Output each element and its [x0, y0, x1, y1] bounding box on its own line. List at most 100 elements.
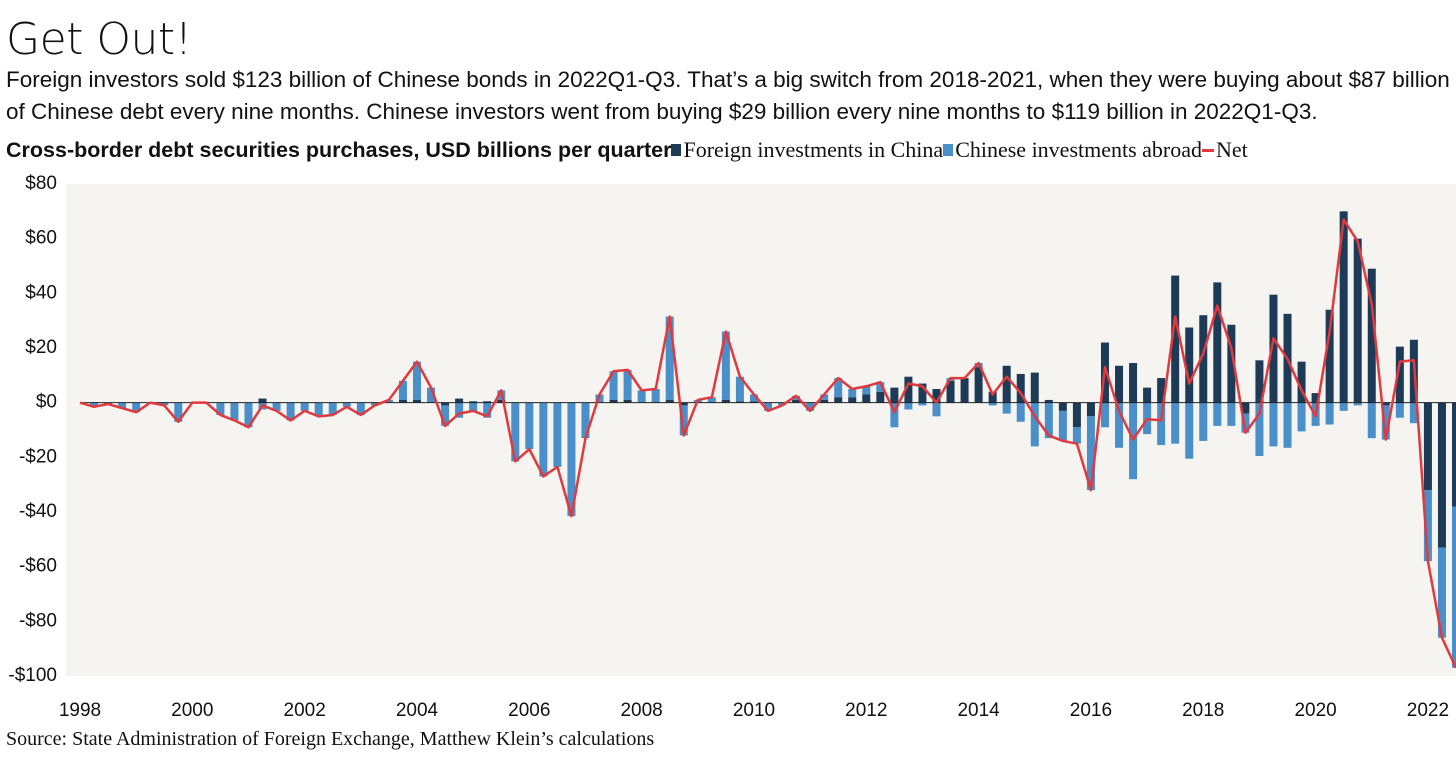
bar: [904, 402, 913, 410]
bar: [721, 331, 730, 400]
bar: [932, 389, 941, 403]
bar: [946, 380, 955, 403]
x-tick-label: 2012: [845, 700, 887, 721]
bar: [1353, 402, 1362, 406]
bar: [314, 402, 323, 417]
bar: [1171, 402, 1180, 444]
bar: [412, 361, 421, 400]
bar: [216, 402, 225, 415]
plot-background: [66, 184, 1456, 676]
bar: [398, 380, 407, 400]
bar: [820, 399, 829, 403]
bar: [455, 398, 464, 403]
bar: [1157, 402, 1166, 446]
bar: [595, 394, 604, 403]
bar: [665, 399, 674, 403]
bar: [1016, 402, 1025, 422]
bar: [707, 397, 716, 403]
y-tick-label: -$100: [8, 665, 57, 686]
bar: [806, 402, 815, 411]
bar: [1437, 402, 1446, 548]
bar: [1058, 410, 1067, 441]
bar: [1269, 402, 1278, 447]
bar: [384, 399, 393, 403]
x-tick-label: 2022: [1407, 700, 1449, 721]
bar: [1058, 402, 1067, 411]
x-tick-label: 1998: [59, 700, 101, 721]
bar: [1171, 275, 1180, 403]
bar: [721, 399, 730, 403]
bar: [679, 405, 688, 436]
bar: [244, 402, 253, 428]
bar: [1213, 402, 1222, 426]
chart-title: Get Out!: [6, 14, 192, 65]
bar: [764, 402, 772, 411]
bar: [483, 401, 492, 403]
bar: [1115, 402, 1124, 448]
bar: [848, 389, 857, 398]
bar: [932, 402, 941, 417]
bar: [553, 402, 562, 467]
bar: [820, 394, 829, 400]
bar: [370, 402, 379, 406]
y-tick-label: $80: [25, 173, 57, 194]
bar: [412, 399, 421, 403]
x-tick-label: 2020: [1294, 700, 1336, 721]
legend-label: Foreign investments in China: [683, 137, 944, 162]
bar: [230, 402, 239, 421]
x-tick-label: 2002: [284, 700, 326, 721]
legend-label: Chinese investments abroad: [955, 137, 1203, 162]
bar: [441, 402, 450, 406]
bar: [1199, 315, 1208, 403]
bar: [623, 399, 632, 403]
description: Foreign investors sold $123 billion of C…: [6, 67, 1450, 124]
bar: [539, 402, 548, 477]
bar: [160, 402, 169, 406]
bar: [792, 395, 801, 400]
bar: [90, 402, 99, 407]
bar: [1129, 402, 1138, 480]
bar: [1452, 402, 1456, 507]
x-tick-label: 2014: [957, 700, 1000, 721]
bar: [174, 402, 183, 422]
x-tick-label: 2006: [508, 700, 550, 721]
bar: [258, 398, 267, 403]
bar: [497, 399, 506, 403]
bar: [974, 367, 983, 403]
bar: [834, 378, 843, 398]
bar: [1325, 402, 1334, 425]
y-tick-label: -$60: [19, 556, 57, 577]
bar: [1227, 402, 1236, 426]
bar: [988, 402, 997, 406]
x-tick-label: 2004: [396, 700, 439, 721]
bar: [286, 402, 295, 421]
bar: [960, 378, 969, 403]
bar: [1269, 294, 1278, 403]
bar: [1339, 211, 1348, 403]
bar: [1115, 365, 1124, 403]
bar: [356, 402, 365, 415]
bar: [1395, 402, 1404, 418]
bar: [651, 389, 660, 403]
bar: [1339, 402, 1348, 411]
bar: [1409, 402, 1418, 424]
bar: [427, 387, 436, 403]
y-tick-label: $20: [25, 337, 57, 358]
legend-swatch: [671, 144, 682, 156]
bar: [1367, 268, 1376, 403]
bar: [1311, 393, 1320, 403]
y-tick-label: $60: [25, 228, 57, 249]
bar: [1185, 327, 1194, 403]
bar: [1072, 427, 1081, 444]
bar: [1381, 405, 1390, 440]
bar: [735, 376, 744, 402]
bar: [848, 397, 857, 403]
x-tick-label: 2016: [1070, 700, 1112, 721]
bar: [342, 402, 351, 407]
bar: [1086, 416, 1095, 491]
bar: [1030, 402, 1039, 447]
bar: [890, 402, 899, 428]
bar: [904, 376, 913, 403]
bar: [1325, 309, 1334, 403]
